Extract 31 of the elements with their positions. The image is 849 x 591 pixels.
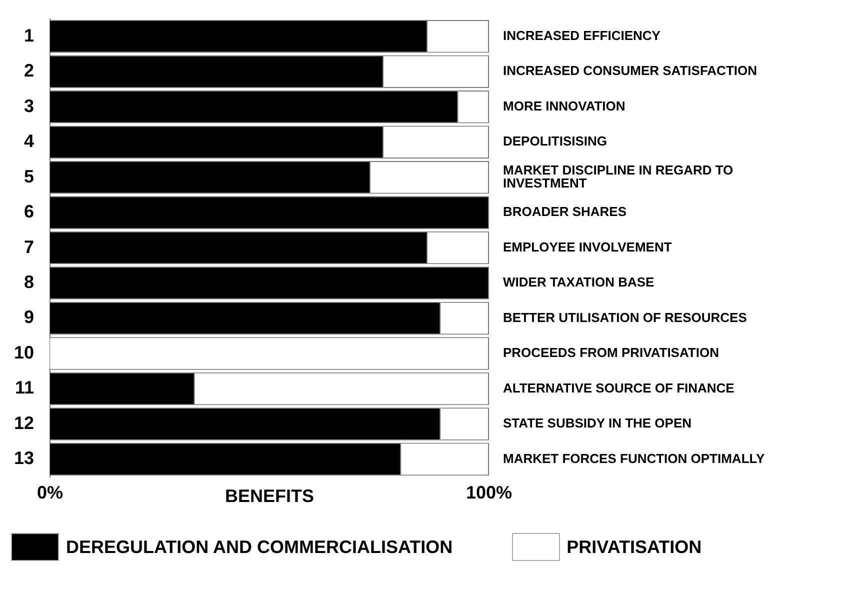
y2-tick-label: INCREASED EFFICIENCY [503,28,661,43]
y2-tick-label: BETTER UTILISATION OF RESOURCES [503,310,748,325]
y-tick-label: 6 [24,202,34,222]
y-tick-label: 4 [24,131,34,152]
x-tick-label: 0% [37,482,64,503]
y-tick-label: 5 [24,166,34,186]
y2-tick-label: MARKET FORCES FUNCTION OPTIMALLY [503,450,766,466]
y-tick-label: 9 [24,307,34,328]
x-axis-title: BENEFITS [225,486,314,506]
y2-tick-label: EMPLOYEE INVOLVEMENT [503,239,672,254]
y-tick-label: 8 [24,272,34,292]
y2-tick-label: ALTERNATIVE SOURCE OF FINANCE [503,380,735,396]
y-tick-label: 2 [24,60,34,81]
y2-tick-label: PROCEEDS FROM PRIVATISATION [503,345,719,360]
y-tick-label: 3 [24,96,34,116]
legend-label: DEREGULATION AND COMMERCIALISATION [66,536,453,558]
y2-tick-label: BROADER SHARES [503,204,627,220]
legend-label: PRIVATISATION [566,536,702,558]
x-tick-label: 100% [466,482,512,503]
y2-tick-label: WIDER TAXATION BASE [503,274,655,290]
y2-tick-label: STATE SUBSIDY IN THE OPEN [503,416,692,431]
y-tick-label: 7 [24,236,34,257]
y-tick-label: 10 [14,342,34,362]
y2-tick-label: DEPOLITISISING [503,134,608,149]
y-tick-label: 13 [14,448,34,468]
y2-tick-label: MORE INNOVATION [503,98,626,114]
y-tick-label: 11 [14,378,34,398]
y-tick-label: 1 [24,25,34,46]
y-tick-label: 12 [14,412,34,433]
y2-tick-label: INCREASED CONSUMER SATISFACTION [503,63,757,78]
y2-tick-label: MARKET DISCIPLINE IN REGARD TO INVESTMENT [503,162,734,190]
